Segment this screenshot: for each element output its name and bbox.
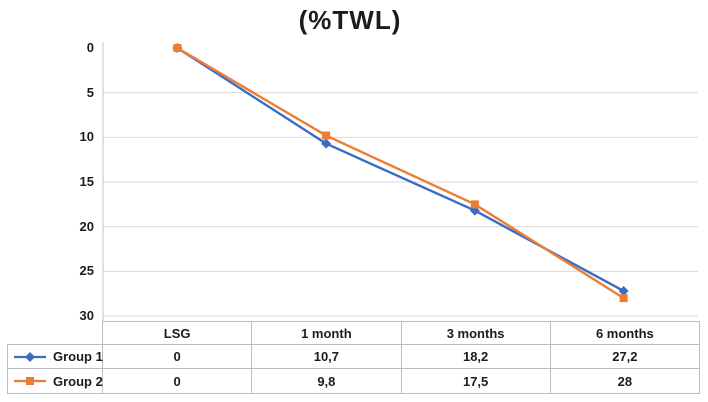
legend-item-group-1: Group 1 — [7, 345, 103, 369]
series-line-group-2 — [176, 46, 625, 300]
data-table: LSG 1 month 3 months 6 months Group 1 0 … — [7, 321, 700, 394]
table-cell-group1-6-months: 27,2 — [550, 345, 700, 369]
chart-title: (%TWL) — [298, 5, 402, 35]
data-point-group-1-1-month — [321, 138, 332, 149]
legend-marker-group-1 — [25, 351, 35, 362]
table-cell-group2-lsg: 0 — [103, 369, 253, 394]
table-header-6-months: 6 months — [550, 321, 700, 345]
y-axis-tick-label: 25 — [79, 263, 94, 279]
y-axis-tick-label: 20 — [79, 218, 94, 234]
y-axis-tick-label: 30 — [79, 308, 94, 323]
table-cell-group2-1-month: 9,8 — [252, 369, 402, 394]
data-point-group-2-6-months — [619, 294, 628, 303]
group-2-line-marker-icon — [14, 377, 46, 385]
y-axis-tick-label: 10 — [79, 129, 94, 145]
legend-item-group-2: Group 2 — [7, 369, 103, 394]
legend-marker-group-2 — [26, 377, 34, 385]
table-cell-group1-1-month: 10,7 — [252, 345, 402, 369]
table-header-3-months: 3 months — [401, 321, 551, 345]
table-cell-group1-lsg: 0 — [103, 345, 253, 369]
table-header-1-month: 1 month — [252, 321, 402, 345]
y-axis-tick-label: 5 — [86, 84, 94, 100]
table-cell-group2-6-months: 28 — [550, 369, 700, 394]
data-point-group-1-6-months — [618, 285, 629, 296]
y-axis-tick-label: 15 — [79, 174, 94, 189]
table-cell-group1-3-months: 18,2 — [401, 345, 551, 369]
y-axis-tick-label: 0 — [86, 40, 94, 55]
table-corner-cell — [7, 321, 103, 345]
data-point-group-2-1-month — [322, 131, 331, 140]
group-1-line-marker-icon — [14, 351, 46, 362]
data-point-group-2-3-months — [470, 200, 479, 209]
legend-label-group-2: Group 2 — [53, 373, 103, 389]
table-header-lsg: LSG — [103, 321, 253, 345]
table-cell-group2-3-months: 17,5 — [401, 369, 551, 394]
data-point-group-2-lsg — [173, 44, 182, 52]
legend-label-group-1: Group 1 — [53, 349, 103, 364]
